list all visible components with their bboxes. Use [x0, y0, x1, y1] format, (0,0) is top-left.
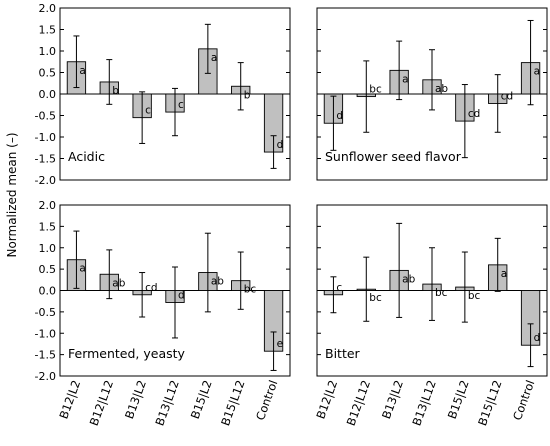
- significance-label: ab: [211, 276, 224, 288]
- significance-label: d: [178, 289, 185, 301]
- x-category-label: Control: [510, 378, 537, 422]
- x-category-label: B13|L12: [152, 378, 181, 427]
- significance-label: bc: [244, 284, 257, 296]
- y-tick-label: -0.5: [35, 306, 56, 319]
- x-category-label: B13|L2: [122, 378, 149, 420]
- significance-label: c: [145, 105, 151, 117]
- y-tick-label: -2.0: [35, 174, 56, 187]
- x-category-label: B13|L12: [409, 378, 438, 427]
- significance-label: a: [79, 65, 85, 77]
- significance-label: d: [336, 110, 343, 122]
- x-category-label: B15|L2: [188, 378, 215, 420]
- panel-label: Fermented, yeasty: [68, 346, 186, 361]
- y-tick-label: -1.5: [35, 153, 56, 166]
- y-tick-label: 0.0: [39, 285, 57, 298]
- y-tick-label: -0.5: [35, 110, 56, 123]
- significance-label: ab: [435, 83, 448, 95]
- x-category-label: B12|L2: [313, 378, 340, 420]
- x-category-label: B12|L2: [56, 378, 83, 420]
- x-category-label: B15|L12: [475, 378, 504, 427]
- significance-label: a: [534, 66, 540, 78]
- significance-label: bc: [369, 292, 382, 304]
- y-axis-title: Normalized mean (–): [5, 132, 19, 257]
- panel-label: Bitter: [325, 346, 361, 361]
- significance-label: bc: [435, 287, 448, 299]
- y-tick-label: 1.0: [39, 242, 57, 255]
- significance-label: cd: [501, 90, 513, 102]
- x-category-label: B15|L12: [218, 378, 247, 427]
- y-tick-label: 0.5: [39, 67, 57, 80]
- significance-label: c: [178, 99, 184, 111]
- significance-label: cd: [468, 108, 480, 120]
- significance-label: bc: [369, 84, 382, 96]
- significance-label: d: [534, 332, 541, 344]
- y-tick-label: 1.5: [39, 220, 57, 233]
- significance-label: cd: [145, 282, 157, 294]
- y-tick-label: -1.0: [35, 131, 56, 144]
- y-tick-label: 0.0: [39, 88, 57, 101]
- x-category-label: Control: [253, 378, 280, 422]
- y-tick-label: -1.5: [35, 349, 56, 362]
- y-tick-label: 0.5: [39, 263, 57, 276]
- x-category-label: B13|L2: [379, 378, 406, 420]
- significance-label: ab: [402, 273, 415, 285]
- significance-label: b: [112, 85, 119, 97]
- y-tick-label: 1.5: [39, 24, 57, 37]
- significance-label: a: [501, 268, 507, 280]
- significance-label: a: [211, 52, 217, 64]
- x-category-label: B15|L2: [445, 378, 472, 420]
- y-tick-label: 1.0: [39, 45, 57, 58]
- panel-label: Sunflower seed flavor: [325, 149, 462, 164]
- significance-label: bc: [468, 290, 481, 302]
- panel-label: Acidic: [68, 149, 105, 164]
- y-tick-label: 2.0: [39, 2, 57, 15]
- y-tick-label: -2.0: [35, 370, 56, 383]
- significance-label: a: [79, 263, 85, 275]
- significance-label: a: [402, 73, 408, 85]
- significance-label: b: [244, 89, 251, 101]
- y-tick-label: 2.0: [39, 199, 57, 212]
- significance-label: c: [336, 282, 342, 294]
- significance-label: ab: [112, 277, 125, 289]
- x-category-label: B12|L12: [344, 378, 373, 427]
- significance-label: e: [277, 338, 283, 350]
- y-tick-label: -1.0: [35, 327, 56, 340]
- significance-label: d: [277, 139, 284, 151]
- x-category-label: B12|L12: [87, 378, 116, 427]
